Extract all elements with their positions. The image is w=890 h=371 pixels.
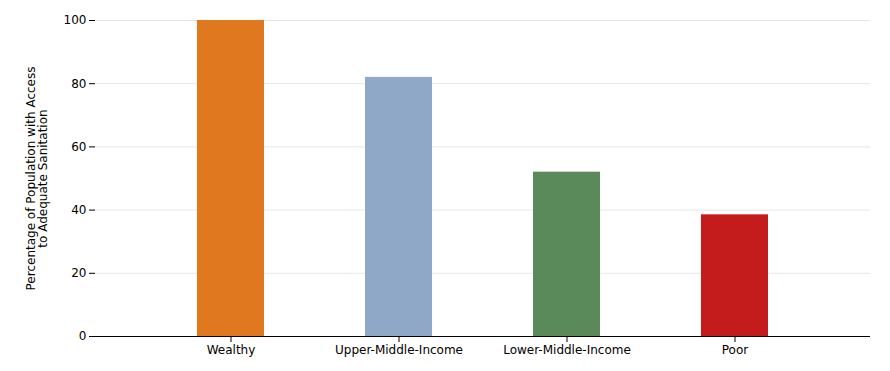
svg-text:Percentage of Population with: Percentage of Population with Accessto A… xyxy=(24,67,50,291)
svg-text:60: 60 xyxy=(71,140,86,154)
svg-text:40: 40 xyxy=(71,203,86,217)
svg-text:Poor: Poor xyxy=(722,343,748,357)
svg-text:100: 100 xyxy=(64,13,87,27)
svg-text:Upper-Middle-Income: Upper-Middle-Income xyxy=(335,343,463,357)
svg-text:Lower-Middle-Income: Lower-Middle-Income xyxy=(503,343,631,357)
svg-text:Wealthy: Wealthy xyxy=(207,343,256,357)
svg-text:0: 0 xyxy=(79,329,87,343)
svg-text:80: 80 xyxy=(71,77,86,91)
svg-text:20: 20 xyxy=(71,266,86,280)
